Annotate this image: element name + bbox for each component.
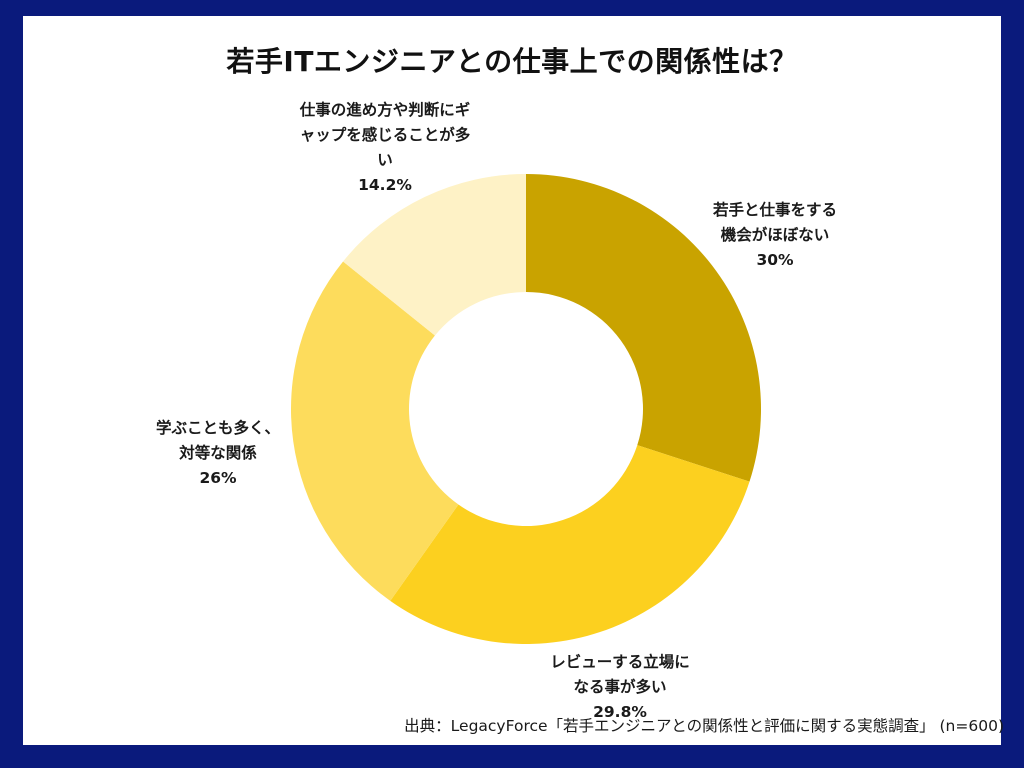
label-value: 14.2% [358,176,412,194]
donut-slice [390,445,750,644]
label-equal-relationship: 学ぶことも多く、 対等な関係 26% [128,416,308,491]
donut-slice [343,174,526,336]
label-text: ャップを感じることが多 [299,126,471,144]
label-text: なる事が多い [573,678,667,696]
label-text: 対等な関係 [179,444,257,462]
label-value: 29.8% [593,703,647,721]
donut-slice [291,261,459,601]
label-value: 30% [756,251,794,269]
label-text: い [377,151,393,169]
donut-slice [526,174,761,482]
label-text: 仕事の進め方や判断にギ [299,101,471,119]
label-no-opportunity: 若手と仕事をする 機会がほぼない 30% [680,198,870,273]
label-text: 学ぶことも多く、 [155,419,280,437]
label-text: レビューする立場に [550,653,690,671]
label-text: 若手と仕事をする [712,201,837,219]
label-text: 機会がほぼない [720,226,830,244]
source-citation: 出典：LegacyForce「若手エンジニアとの関係性と評価に関する実態調査」 … [404,717,1004,735]
chart-title: 若手ITエンジニアとの仕事上での関係性は？ [226,45,798,78]
label-value: 26% [199,469,237,487]
label-reviewer-role: レビューする立場に なる事が多い 29.8% [520,650,720,725]
label-gap-in-judgment: 仕事の進め方や判断にギ ャップを感じることが多 い 14.2% [285,98,485,198]
